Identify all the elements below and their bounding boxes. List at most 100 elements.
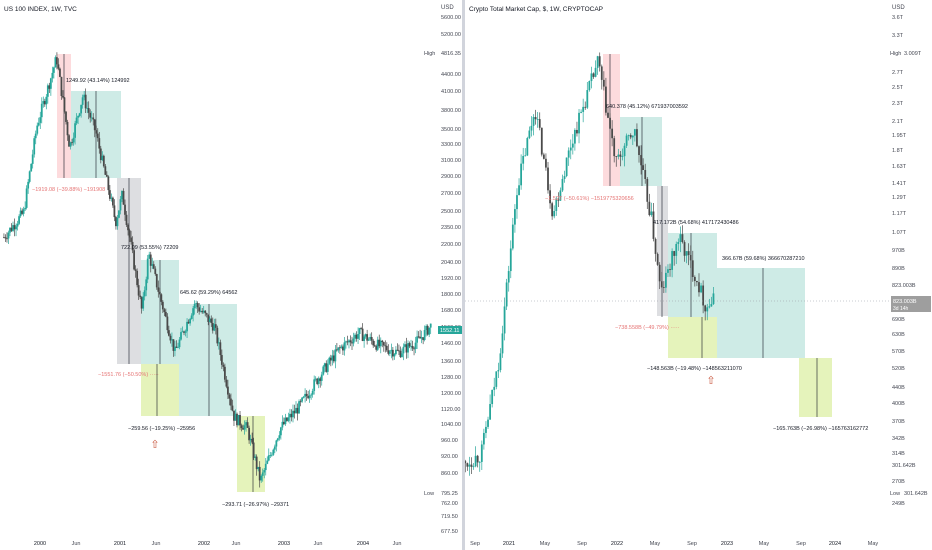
- measure-zone-red[interactable]: [603, 54, 620, 186]
- candle-body: [184, 331, 187, 333]
- candle-body: [93, 119, 96, 131]
- candle-body: [31, 154, 34, 164]
- measure-annotation: −1919.08 (−39.88%) −191908: [32, 187, 105, 193]
- candle-body: [257, 466, 260, 470]
- candle-body: [329, 357, 332, 361]
- candle-body: [34, 133, 37, 139]
- crypto-chart[interactable]: Crypto Total Market Cap, $, 1W, CRYPTOCA…: [465, 0, 932, 550]
- candle-body: [683, 242, 686, 256]
- candle-body: [217, 342, 220, 344]
- candle-body: [15, 226, 17, 230]
- candle-body: [49, 78, 52, 89]
- left-chart-title: US 100 INDEX, 1W, TVC: [4, 6, 77, 13]
- nasdaq-chart[interactable]: US 100 INDEX, 1W, TVC USD 5600.00 5200.00 4…: [0, 0, 462, 550]
- measure-zone-lime[interactable]: [668, 317, 717, 358]
- candle-body: [139, 295, 142, 298]
- candle-body: [183, 331, 185, 333]
- candle-body: [90, 117, 93, 119]
- y-tick-label: 2500.00: [441, 209, 461, 215]
- candle-body: [24, 207, 27, 210]
- candle-body: [582, 106, 585, 112]
- candle-body: [128, 230, 131, 238]
- candle-body: [237, 414, 240, 426]
- candle-body: [18, 216, 20, 224]
- candle-body: [401, 353, 403, 357]
- candle-body: [580, 111, 582, 113]
- candle-body: [602, 79, 605, 87]
- candle-body: [124, 204, 126, 215]
- candle-body: [382, 342, 385, 346]
- y-tick-label: 3.3T: [892, 33, 904, 39]
- candle-body: [19, 210, 22, 217]
- candle-body: [331, 355, 334, 361]
- candle-body: [166, 316, 169, 331]
- measure-annotation: −148.563B (−19.48%) −148563211070: [647, 366, 742, 372]
- candle-body: [394, 349, 397, 355]
- up-arrow-icon: ⇧: [150, 439, 159, 451]
- candle-body: [611, 128, 614, 139]
- candle-body: [398, 350, 400, 352]
- candle-body: [105, 174, 108, 177]
- candle-body: [468, 464, 471, 467]
- candle-body: [522, 155, 525, 164]
- measure-zone-green[interactable]: [717, 268, 805, 358]
- candle-body: [92, 117, 95, 120]
- x-tick-label: Jun: [152, 541, 161, 547]
- candle-body: [540, 127, 543, 155]
- candle-body: [702, 285, 705, 306]
- candle-body: [425, 325, 428, 330]
- candle-body: [334, 349, 337, 362]
- candle-body: [59, 68, 61, 77]
- measure-zone-lime[interactable]: [141, 364, 179, 416]
- candle-body: [426, 325, 429, 335]
- candle-body: [273, 446, 276, 450]
- candle-body: [387, 350, 390, 354]
- candle-body: [125, 214, 128, 226]
- candle-body: [378, 339, 381, 347]
- candle-body: [127, 225, 129, 231]
- candle-body: [573, 129, 576, 144]
- candle-body: [119, 199, 122, 211]
- candle-body: [199, 310, 202, 312]
- candle-body: [466, 463, 469, 467]
- candle-body: [289, 413, 291, 418]
- y-tick-label: 823.003B: [892, 283, 916, 289]
- price-axis[interactable]: [889, 0, 919, 550]
- candle-body: [118, 210, 120, 218]
- candle-body: [71, 142, 73, 144]
- measure-zone-grey[interactable]: [657, 186, 668, 316]
- candle-body: [509, 248, 512, 272]
- candle-body: [511, 224, 514, 249]
- y-tick-label: 1.95T: [892, 133, 907, 139]
- candle-body: [491, 389, 494, 405]
- candle-body: [465, 461, 467, 464]
- candle-body: [681, 234, 684, 243]
- candle-body: [689, 255, 692, 261]
- y-tick-label: 400B: [892, 401, 905, 407]
- y-tick-label: 314B: [892, 451, 905, 457]
- candle-body: [7, 232, 10, 239]
- candle-body: [569, 147, 572, 151]
- candle-body: [167, 330, 170, 336]
- candle-body: [328, 357, 331, 364]
- measure-annotation: −293.71 (−26.97%) −29371: [222, 502, 289, 508]
- candle-body: [516, 195, 518, 210]
- candle-body: [413, 348, 415, 350]
- candle-body: [149, 254, 152, 266]
- candle-body: [283, 421, 285, 425]
- candle-body: [369, 337, 372, 340]
- measure-zone-lime[interactable]: [799, 358, 832, 417]
- candle-body: [390, 349, 393, 352]
- y-tick-label: 960.00: [441, 438, 458, 444]
- candle-body: [557, 199, 560, 201]
- candle-body: [172, 339, 175, 351]
- candle-body: [414, 342, 417, 350]
- candle-body: [664, 272, 667, 288]
- candle-body: [416, 336, 418, 343]
- pane-divider[interactable]: [462, 0, 465, 550]
- candle-body: [201, 310, 204, 313]
- candle-body: [320, 374, 323, 381]
- countdown-label: 3d 14h: [893, 306, 909, 312]
- candle-body: [80, 104, 83, 114]
- price-axis[interactable]: [438, 0, 462, 550]
